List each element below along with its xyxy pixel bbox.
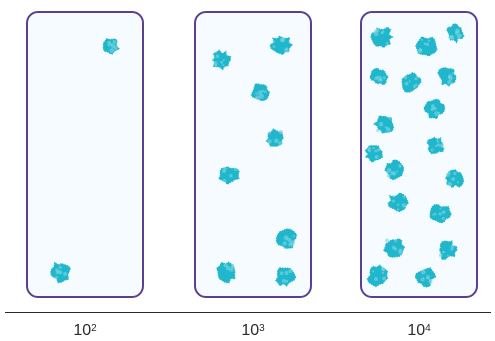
bacterial-colony [250, 83, 270, 102]
bacterial-colony [372, 115, 395, 134]
bacterial-colony [216, 261, 236, 284]
bacterial-colony [444, 169, 465, 189]
bacterial-colony [429, 204, 452, 224]
bacterial-colony [218, 166, 240, 186]
bacterial-colony [275, 228, 298, 249]
bacterial-colony [265, 128, 284, 147]
dilution-label-3: 104 [407, 322, 431, 339]
bacterial-colony [423, 98, 446, 120]
dilution-label-2: 103 [241, 322, 265, 339]
bacterial-colony [387, 192, 409, 213]
bacterial-colony [366, 264, 389, 288]
bacterial-colony [446, 23, 465, 44]
bacterial-colony [212, 49, 232, 71]
bacterial-colony [438, 240, 458, 260]
bacterial-colony [415, 36, 438, 57]
bacterial-colony [50, 261, 72, 284]
bacterial-colony [414, 267, 437, 288]
bacterial-colony [426, 136, 445, 155]
bacterial-colony [384, 159, 405, 181]
bacterial-colony [364, 145, 384, 163]
bacterial-colony [437, 67, 457, 87]
baseline-rule [5, 312, 491, 313]
bacterial-colony [275, 267, 297, 287]
bacterial-colony [369, 67, 389, 86]
bacterial-colony [382, 238, 406, 258]
dilution-label-1: 102 [73, 322, 97, 339]
bacterial-colony [102, 38, 121, 55]
bacterial-colony [401, 71, 422, 93]
dilution-panel-1 [26, 11, 144, 298]
bacterial-colony [269, 35, 293, 56]
bacterial-colony [370, 26, 394, 49]
